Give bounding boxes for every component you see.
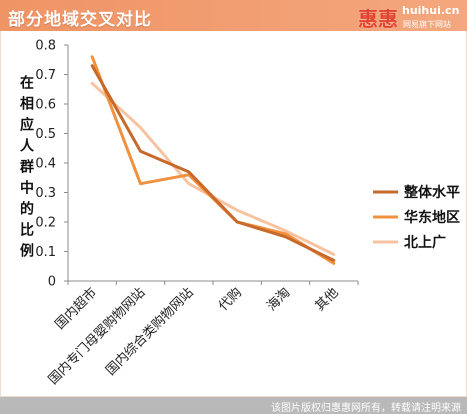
legend-label: 北上广: [404, 234, 446, 251]
series-line-2: [90, 55, 336, 265]
y-tick-label: 0.1: [35, 245, 56, 260]
header-bar: 部分地域交叉对比 惠惠 huihui.cn 网易旗下网站: [0, 0, 467, 31]
chart-title: 部分地域交叉对比: [8, 10, 152, 30]
y-tick-label: 0.5: [35, 127, 56, 142]
series-line-1: [90, 64, 336, 262]
footer-bar: 该图片版权归惠惠网所有，转载请注明来源: [0, 397, 467, 414]
x-tick-label: 代购: [215, 285, 245, 315]
y-tick-label: 0: [48, 275, 56, 290]
logo-site: huihui.cn: [402, 4, 460, 17]
series-line-3: [90, 81, 336, 256]
legend-label: 华东地区: [404, 209, 460, 226]
logo-brand: 惠惠: [358, 7, 398, 31]
x-tick-label: 海淘: [264, 285, 293, 314]
y-tick-label: 0.3: [35, 186, 56, 201]
y-tick-label: 0.7: [35, 68, 56, 83]
x-tick-label: 其他: [313, 285, 342, 314]
y-tick-label: 0.6: [35, 98, 56, 113]
y-tick-label: 0.4: [35, 157, 56, 172]
x-tick-label: 国内超市: [52, 285, 100, 333]
x-tick-label: 国内专门母婴购物网站: [45, 285, 148, 388]
legend-label: 整体水平: [403, 184, 460, 201]
chart-area: [0, 31, 467, 397]
y-axis-label: 在相应人群中的比例: [18, 75, 34, 264]
y-tick-label: 0.8: [35, 39, 56, 54]
y-tick-label: 0.2: [35, 216, 56, 231]
logo-tagline: 网易旗下网站: [403, 20, 451, 29]
copyright-notice: 该图片版权归惠惠网所有，转载请注明来源: [271, 403, 461, 414]
x-tick-label: 国内综合类购物网站: [103, 285, 197, 379]
